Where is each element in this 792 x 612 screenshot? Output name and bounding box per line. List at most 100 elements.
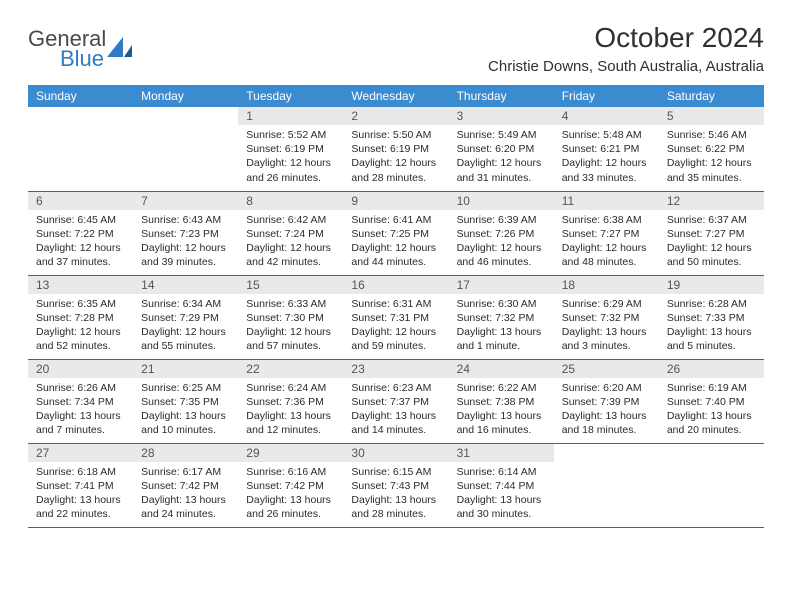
calendar-cell: 29Sunrise: 6:16 AMSunset: 7:42 PMDayligh… bbox=[238, 443, 343, 527]
calendar-row: 13Sunrise: 6:35 AMSunset: 7:28 PMDayligh… bbox=[28, 275, 764, 359]
day-details: Sunrise: 6:20 AMSunset: 7:39 PMDaylight:… bbox=[554, 378, 659, 442]
calendar-cell: 5Sunrise: 5:46 AMSunset: 6:22 PMDaylight… bbox=[659, 107, 764, 191]
brand-logo: General Blue bbox=[28, 26, 133, 72]
day-details: Sunrise: 6:37 AMSunset: 7:27 PMDaylight:… bbox=[659, 210, 764, 274]
calendar-head: SundayMondayTuesdayWednesdayThursdayFrid… bbox=[28, 85, 764, 107]
day-number: 8 bbox=[238, 192, 343, 210]
day-number: 21 bbox=[133, 360, 238, 378]
day-details: Sunrise: 6:25 AMSunset: 7:35 PMDaylight:… bbox=[133, 378, 238, 442]
day-details: Sunrise: 6:38 AMSunset: 7:27 PMDaylight:… bbox=[554, 210, 659, 274]
calendar-cell: 12Sunrise: 6:37 AMSunset: 7:27 PMDayligh… bbox=[659, 191, 764, 275]
calendar-cell bbox=[133, 107, 238, 191]
calendar-cell: 14Sunrise: 6:34 AMSunset: 7:29 PMDayligh… bbox=[133, 275, 238, 359]
month-title: October 2024 bbox=[488, 22, 764, 54]
day-details: Sunrise: 5:52 AMSunset: 6:19 PMDaylight:… bbox=[238, 125, 343, 189]
calendar-cell: 21Sunrise: 6:25 AMSunset: 7:35 PMDayligh… bbox=[133, 359, 238, 443]
calendar-cell: 7Sunrise: 6:43 AMSunset: 7:23 PMDaylight… bbox=[133, 191, 238, 275]
calendar-cell: 2Sunrise: 5:50 AMSunset: 6:19 PMDaylight… bbox=[343, 107, 448, 191]
day-number: 22 bbox=[238, 360, 343, 378]
calendar-cell: 28Sunrise: 6:17 AMSunset: 7:42 PMDayligh… bbox=[133, 443, 238, 527]
day-number: 23 bbox=[343, 360, 448, 378]
day-details: Sunrise: 6:30 AMSunset: 7:32 PMDaylight:… bbox=[449, 294, 554, 358]
day-number: 17 bbox=[449, 276, 554, 294]
day-details: Sunrise: 6:31 AMSunset: 7:31 PMDaylight:… bbox=[343, 294, 448, 358]
day-number: 27 bbox=[28, 444, 133, 462]
day-details: Sunrise: 6:43 AMSunset: 7:23 PMDaylight:… bbox=[133, 210, 238, 274]
calendar-cell: 6Sunrise: 6:45 AMSunset: 7:22 PMDaylight… bbox=[28, 191, 133, 275]
calendar-cell: 16Sunrise: 6:31 AMSunset: 7:31 PMDayligh… bbox=[343, 275, 448, 359]
calendar-cell: 23Sunrise: 6:23 AMSunset: 7:37 PMDayligh… bbox=[343, 359, 448, 443]
day-details: Sunrise: 6:15 AMSunset: 7:43 PMDaylight:… bbox=[343, 462, 448, 526]
day-details: Sunrise: 6:26 AMSunset: 7:34 PMDaylight:… bbox=[28, 378, 133, 442]
day-number: 11 bbox=[554, 192, 659, 210]
col-header: Wednesday bbox=[343, 85, 448, 107]
day-details: Sunrise: 6:19 AMSunset: 7:40 PMDaylight:… bbox=[659, 378, 764, 442]
day-number: 10 bbox=[449, 192, 554, 210]
day-details: Sunrise: 5:49 AMSunset: 6:20 PMDaylight:… bbox=[449, 125, 554, 189]
location-title: Christie Downs, South Australia, Austral… bbox=[488, 58, 764, 75]
calendar-cell: 25Sunrise: 6:20 AMSunset: 7:39 PMDayligh… bbox=[554, 359, 659, 443]
calendar-cell: 19Sunrise: 6:28 AMSunset: 7:33 PMDayligh… bbox=[659, 275, 764, 359]
brand-word-2: Blue bbox=[60, 46, 106, 72]
day-number: 24 bbox=[449, 360, 554, 378]
day-details: Sunrise: 6:22 AMSunset: 7:38 PMDaylight:… bbox=[449, 378, 554, 442]
day-details: Sunrise: 6:42 AMSunset: 7:24 PMDaylight:… bbox=[238, 210, 343, 274]
day-number: 13 bbox=[28, 276, 133, 294]
header: General Blue October 2024 Christie Downs… bbox=[28, 22, 764, 75]
calendar-cell: 31Sunrise: 6:14 AMSunset: 7:44 PMDayligh… bbox=[449, 443, 554, 527]
calendar-cell: 13Sunrise: 6:35 AMSunset: 7:28 PMDayligh… bbox=[28, 275, 133, 359]
day-number: 31 bbox=[449, 444, 554, 462]
col-header: Monday bbox=[133, 85, 238, 107]
day-details: Sunrise: 6:35 AMSunset: 7:28 PMDaylight:… bbox=[28, 294, 133, 358]
calendar-cell: 1Sunrise: 5:52 AMSunset: 6:19 PMDaylight… bbox=[238, 107, 343, 191]
day-number: 12 bbox=[659, 192, 764, 210]
day-number: 1 bbox=[238, 107, 343, 125]
calendar-cell: 3Sunrise: 5:49 AMSunset: 6:20 PMDaylight… bbox=[449, 107, 554, 191]
calendar-cell: 10Sunrise: 6:39 AMSunset: 7:26 PMDayligh… bbox=[449, 191, 554, 275]
calendar-cell: 18Sunrise: 6:29 AMSunset: 7:32 PMDayligh… bbox=[554, 275, 659, 359]
day-number: 30 bbox=[343, 444, 448, 462]
day-details: Sunrise: 6:16 AMSunset: 7:42 PMDaylight:… bbox=[238, 462, 343, 526]
day-number: 25 bbox=[554, 360, 659, 378]
day-number: 20 bbox=[28, 360, 133, 378]
day-details: Sunrise: 6:45 AMSunset: 7:22 PMDaylight:… bbox=[28, 210, 133, 274]
col-header: Sunday bbox=[28, 85, 133, 107]
calendar-cell: 26Sunrise: 6:19 AMSunset: 7:40 PMDayligh… bbox=[659, 359, 764, 443]
calendar-row: 20Sunrise: 6:26 AMSunset: 7:34 PMDayligh… bbox=[28, 359, 764, 443]
day-number: 14 bbox=[133, 276, 238, 294]
calendar-cell bbox=[659, 443, 764, 527]
calendar-cell: 9Sunrise: 6:41 AMSunset: 7:25 PMDaylight… bbox=[343, 191, 448, 275]
day-number: 19 bbox=[659, 276, 764, 294]
brand-sail-icon bbox=[107, 37, 133, 61]
calendar-cell: 22Sunrise: 6:24 AMSunset: 7:36 PMDayligh… bbox=[238, 359, 343, 443]
day-details: Sunrise: 5:48 AMSunset: 6:21 PMDaylight:… bbox=[554, 125, 659, 189]
calendar-table: SundayMondayTuesdayWednesdayThursdayFrid… bbox=[28, 85, 764, 528]
calendar-cell: 8Sunrise: 6:42 AMSunset: 7:24 PMDaylight… bbox=[238, 191, 343, 275]
day-details: Sunrise: 6:34 AMSunset: 7:29 PMDaylight:… bbox=[133, 294, 238, 358]
day-details: Sunrise: 6:41 AMSunset: 7:25 PMDaylight:… bbox=[343, 210, 448, 274]
calendar-cell: 27Sunrise: 6:18 AMSunset: 7:41 PMDayligh… bbox=[28, 443, 133, 527]
day-details: Sunrise: 6:29 AMSunset: 7:32 PMDaylight:… bbox=[554, 294, 659, 358]
col-header: Saturday bbox=[659, 85, 764, 107]
day-details: Sunrise: 6:28 AMSunset: 7:33 PMDaylight:… bbox=[659, 294, 764, 358]
day-number: 3 bbox=[449, 107, 554, 125]
title-block: October 2024 Christie Downs, South Austr… bbox=[488, 22, 764, 75]
day-details: Sunrise: 6:39 AMSunset: 7:26 PMDaylight:… bbox=[449, 210, 554, 274]
calendar-cell bbox=[28, 107, 133, 191]
col-header: Thursday bbox=[449, 85, 554, 107]
calendar-cell: 15Sunrise: 6:33 AMSunset: 7:30 PMDayligh… bbox=[238, 275, 343, 359]
calendar-row: 6Sunrise: 6:45 AMSunset: 7:22 PMDaylight… bbox=[28, 191, 764, 275]
day-number: 9 bbox=[343, 192, 448, 210]
day-number: 7 bbox=[133, 192, 238, 210]
day-details: Sunrise: 6:18 AMSunset: 7:41 PMDaylight:… bbox=[28, 462, 133, 526]
day-number: 6 bbox=[28, 192, 133, 210]
col-header: Tuesday bbox=[238, 85, 343, 107]
day-number: 5 bbox=[659, 107, 764, 125]
day-number: 16 bbox=[343, 276, 448, 294]
day-number: 4 bbox=[554, 107, 659, 125]
day-number: 26 bbox=[659, 360, 764, 378]
day-details: Sunrise: 6:17 AMSunset: 7:42 PMDaylight:… bbox=[133, 462, 238, 526]
calendar-row: 1Sunrise: 5:52 AMSunset: 6:19 PMDaylight… bbox=[28, 107, 764, 191]
day-number: 15 bbox=[238, 276, 343, 294]
day-number: 18 bbox=[554, 276, 659, 294]
